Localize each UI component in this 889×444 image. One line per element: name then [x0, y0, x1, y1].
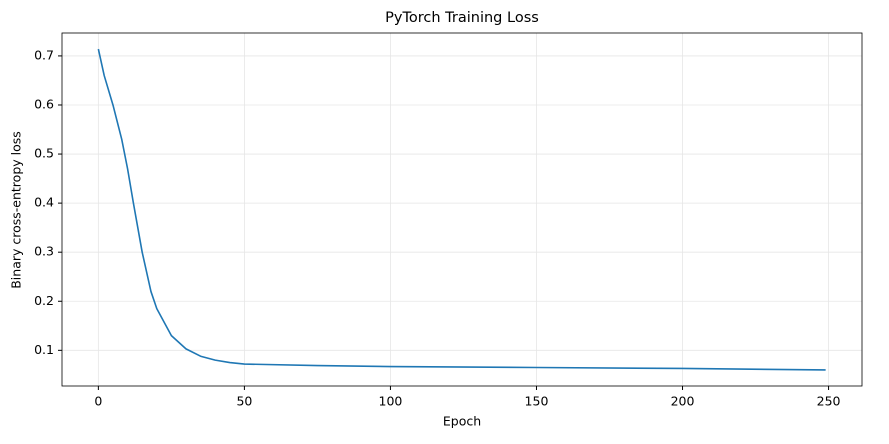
y-axis-label: Binary cross-entropy loss: [9, 131, 24, 289]
chart-title: PyTorch Training Loss: [385, 10, 539, 26]
y-tick-label: 0.6: [34, 96, 54, 111]
x-tick-label: 200: [671, 394, 695, 409]
y-tick-label: 0.2: [34, 293, 54, 308]
x-tick-label: 100: [379, 394, 403, 409]
y-tick-label: 0.7: [34, 47, 54, 62]
x-tick-label: 250: [817, 394, 841, 409]
plot-frame: [61, 32, 863, 387]
y-tick-label: 0.5: [34, 146, 54, 161]
y-tick-label: 0.1: [34, 342, 54, 357]
x-tick-label: 0: [94, 394, 102, 409]
x-tick-label: 150: [525, 394, 549, 409]
y-tick-label: 0.3: [34, 244, 54, 259]
y-tick-label: 0.4: [34, 195, 54, 210]
loss-line: [97, 48, 826, 371]
x-axis-label: Epoch: [443, 414, 481, 429]
x-tick-label: 50: [236, 394, 252, 409]
